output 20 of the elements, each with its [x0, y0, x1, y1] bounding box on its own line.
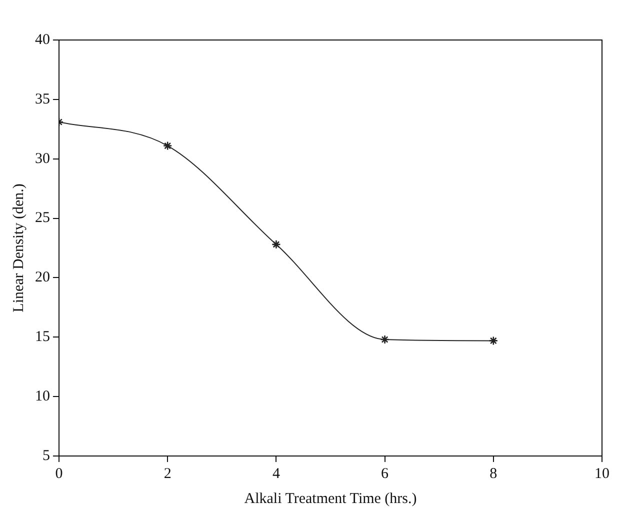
- point: [162, 141, 172, 150]
- y-tick-label: 35: [35, 91, 50, 108]
- x-tick-label: 0: [55, 466, 63, 482]
- y-tick-label: 40: [35, 32, 50, 48]
- point: [380, 334, 390, 344]
- y-tick-label: 20: [35, 270, 50, 286]
- y-tick-label: 10: [35, 388, 50, 405]
- x-tick-label: 6: [381, 466, 390, 482]
- y-tick-label: 5: [42, 448, 50, 464]
- x-tick-label: 10: [594, 466, 610, 482]
- point: [272, 240, 281, 250]
- y-tick-label: 15: [35, 329, 50, 346]
- y-tick-label: 30: [35, 150, 50, 167]
- y-tick-label: 25: [35, 210, 50, 226]
- x-tick-label: 8: [490, 466, 498, 482]
- x-axis-title: Alkali Treatment Time (hrs.): [244, 490, 417, 507]
- point: [488, 336, 498, 346]
- y-axis-title: Linear Density (den.): [10, 184, 27, 312]
- x-tick-label: 4: [272, 466, 280, 482]
- x-tick-label: 2: [164, 466, 172, 482]
